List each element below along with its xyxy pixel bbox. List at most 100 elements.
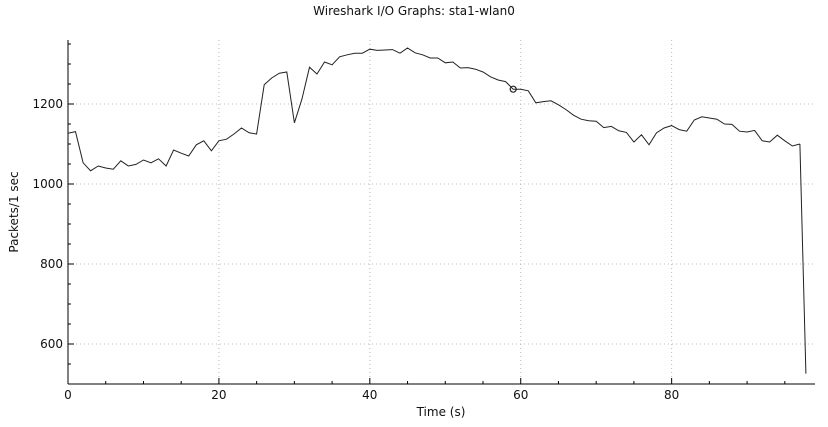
data-point xyxy=(180,152,182,154)
data-point xyxy=(610,125,612,127)
x-tick-label: 40 xyxy=(362,388,377,402)
data-point xyxy=(648,144,650,146)
data-point xyxy=(739,130,741,132)
data-point xyxy=(618,130,620,132)
data-point xyxy=(776,134,778,136)
data-point xyxy=(527,90,529,92)
y-axis-label: Packets/1 sec xyxy=(7,171,21,252)
data-point xyxy=(520,88,522,90)
y-tick-label: 1000 xyxy=(32,177,63,191)
data-point xyxy=(369,48,371,50)
data-point xyxy=(467,67,469,69)
data-point xyxy=(459,67,461,69)
data-point xyxy=(686,130,688,132)
data-point xyxy=(746,131,748,133)
data-point xyxy=(112,168,114,170)
grid-lines xyxy=(68,40,815,384)
data-point xyxy=(422,54,424,56)
x-tick-label: 80 xyxy=(664,388,679,402)
data-point xyxy=(90,170,92,172)
data-point xyxy=(127,165,129,167)
data-point xyxy=(384,49,386,51)
data-point xyxy=(633,141,635,143)
data-point xyxy=(120,160,122,162)
data-point xyxy=(475,68,477,70)
y-tick-label: 1200 xyxy=(32,97,63,111)
data-point xyxy=(135,163,137,165)
data-point xyxy=(656,132,658,134)
y-tick-label: 800 xyxy=(40,257,63,271)
x-tick-label: 0 xyxy=(64,388,72,402)
data-point xyxy=(331,64,333,66)
x-tick-label: 20 xyxy=(211,388,226,402)
data-point xyxy=(158,158,160,160)
data-point xyxy=(573,114,575,116)
data-point xyxy=(482,71,484,73)
data-point xyxy=(490,76,492,78)
data-point xyxy=(271,77,273,79)
data-point xyxy=(399,52,401,54)
data-point xyxy=(731,123,733,125)
data-point xyxy=(678,129,680,131)
data-point xyxy=(354,52,356,54)
data-point xyxy=(195,144,197,146)
data-point xyxy=(150,162,152,164)
data-point xyxy=(226,138,228,140)
data-point xyxy=(693,119,695,121)
data-point xyxy=(641,134,643,136)
data-point xyxy=(241,127,243,129)
data-point xyxy=(143,159,145,161)
data-point xyxy=(701,116,703,118)
data-point xyxy=(512,88,514,90)
axis-ticks xyxy=(67,43,786,384)
selected-point-marker[interactable] xyxy=(509,85,517,93)
x-tick-label: 60 xyxy=(513,388,528,402)
data-point xyxy=(248,132,250,134)
data-point xyxy=(550,100,552,102)
data-point xyxy=(218,140,220,142)
data-point xyxy=(761,140,763,142)
data-point xyxy=(663,127,665,129)
data-point xyxy=(444,62,446,64)
data-point xyxy=(346,54,348,56)
data-point xyxy=(75,131,77,133)
data-point xyxy=(97,165,99,167)
data-point xyxy=(407,47,409,49)
data-point xyxy=(256,133,258,135)
series-group xyxy=(67,47,807,374)
data-point xyxy=(210,150,212,152)
data-point xyxy=(293,122,295,124)
data-point xyxy=(392,49,394,51)
data-point xyxy=(286,71,288,73)
data-point xyxy=(558,104,560,106)
data-point xyxy=(263,84,265,86)
data-point xyxy=(437,57,439,59)
data-point xyxy=(339,56,341,58)
data-point xyxy=(301,98,303,100)
data-point xyxy=(429,57,431,59)
data-point xyxy=(769,141,771,143)
data-point xyxy=(203,140,205,142)
x-axis-label: Time (s) xyxy=(416,405,466,419)
data-point xyxy=(376,49,378,51)
data-point xyxy=(535,102,537,104)
series-line xyxy=(67,47,801,172)
data-point xyxy=(708,117,710,119)
data-point xyxy=(188,155,190,157)
data-point xyxy=(565,109,567,111)
chart-axes xyxy=(67,40,815,385)
data-point xyxy=(309,66,311,68)
data-point xyxy=(588,120,590,122)
data-point xyxy=(67,132,69,134)
chart-title: Wireshark I/O Graphs: sta1-wlan0 xyxy=(313,4,515,18)
data-point xyxy=(316,73,318,75)
data-point xyxy=(724,123,726,125)
data-point xyxy=(452,61,454,63)
data-point xyxy=(791,145,793,147)
data-point xyxy=(580,118,582,120)
y-tick-label: 600 xyxy=(40,337,63,351)
data-point xyxy=(165,165,167,167)
data-point xyxy=(603,127,605,129)
data-point xyxy=(625,131,627,133)
